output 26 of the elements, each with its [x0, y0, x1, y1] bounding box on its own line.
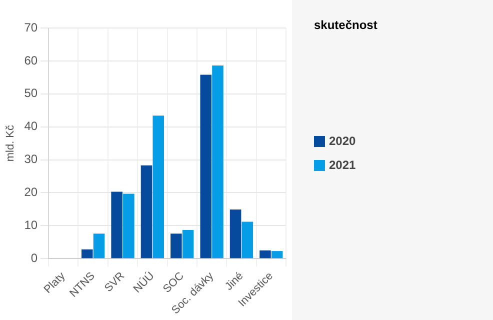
- legend-label: 2020: [329, 134, 356, 148]
- bar: [271, 251, 283, 258]
- y-tick-label: 50: [24, 86, 38, 100]
- bar: [260, 250, 271, 258]
- bar: [230, 210, 242, 258]
- bar: [170, 234, 182, 258]
- bar: [212, 66, 224, 258]
- legend-title: skutečnost: [314, 18, 378, 32]
- bar: [93, 234, 105, 258]
- bar: [152, 116, 164, 258]
- bar: [81, 249, 93, 258]
- bar: [140, 165, 152, 258]
- bar: [200, 74, 212, 258]
- y-tick-label: 10: [24, 218, 38, 232]
- y-tick-label: 0: [30, 250, 38, 265]
- y-tick-label: 60: [24, 53, 38, 68]
- y-tick-label: 70: [24, 20, 38, 34]
- bar: [242, 222, 254, 258]
- bar: [123, 194, 134, 258]
- bar: [111, 192, 122, 258]
- bar: [182, 230, 194, 258]
- y-tick-label: 40: [24, 119, 38, 134]
- y-axis-title: mld. Kč: [4, 124, 17, 162]
- legend-label: 2021: [329, 158, 356, 172]
- y-tick-label: 20: [24, 185, 38, 200]
- y-tick-label: 30: [24, 152, 38, 166]
